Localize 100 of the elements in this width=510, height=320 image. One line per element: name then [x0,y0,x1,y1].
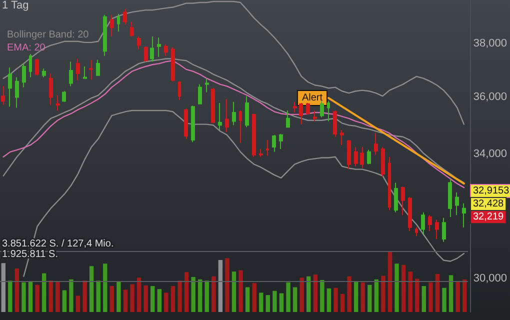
candlestick [401,186,405,216]
y-tick-label: 38,000 [473,37,508,50]
bar [381,276,386,312]
candlestick [56,94,60,112]
candlestick [178,80,181,100]
candlestick [89,59,93,80]
bar [144,285,148,312]
text: 32,9153 [473,186,510,196]
bar [110,286,114,312]
candlestick [340,130,344,146]
candlestick [286,110,290,128]
bar [164,292,168,312]
candlestick [245,96,249,128]
bar [218,260,223,312]
bar [435,274,440,312]
bar [14,268,20,312]
candlestick [252,113,256,158]
candlestick [367,149,371,165]
candlestick [408,196,412,232]
bar [252,283,256,312]
bar [266,295,270,312]
candlestick [455,192,459,216]
candlestick [218,102,222,131]
candlestick [259,148,263,158]
bar [150,286,155,312]
candlestick [164,44,168,56]
y-tick-label: 30,000 [473,272,508,284]
bar [157,289,162,312]
candlestick [272,134,276,152]
bar [225,258,230,312]
candlestick [130,21,134,37]
candlestick [8,67,12,108]
candlestick [205,78,209,93]
bar [300,278,304,312]
candlestick [96,59,100,76]
bar [62,290,67,312]
bar [360,282,365,312]
candlestick [137,36,141,50]
candlestick [42,68,46,78]
candlestick [123,8,127,26]
candlestick [374,132,378,156]
y-tick-label: 36,000 [473,91,508,104]
candlestick [360,146,364,169]
bar [8,280,12,312]
bar [448,275,454,312]
bar [401,264,406,312]
bar [462,279,467,312]
bar [306,276,311,312]
candlestick [76,58,80,81]
bar [320,280,324,312]
candlestick [347,140,351,170]
candlestick [313,110,317,122]
bar [259,292,264,312]
candlestick [462,202,466,228]
candlestick [1,86,5,106]
bar [89,266,94,312]
bar [136,278,142,312]
series-label: Bollinger Band: 20 [7,30,90,40]
bar [184,272,189,312]
candlestick [320,100,324,118]
bar [442,288,446,312]
bar [415,278,420,312]
text: 32,428 [473,198,504,210]
candlestick [225,98,229,133]
text: 32,219 [473,212,504,222]
bar [428,282,433,312]
series-label: Alert [302,92,323,104]
candlestick [69,61,73,87]
candlestick [117,13,120,32]
candlestick [435,219,439,240]
candlestick [299,102,303,125]
bar [347,276,352,312]
candlestick [49,72,53,106]
bar [313,274,318,312]
text: EMA: 20 [7,42,46,54]
candlestick [191,105,195,143]
bar [272,290,277,312]
bar [232,272,236,312]
y-tick-label: 34,000 [473,148,508,160]
bar [82,280,87,312]
bar [286,282,290,312]
candlestick [83,66,87,79]
candlestick [150,36,154,62]
bar [388,252,392,312]
candlestick [184,108,188,140]
bar [96,280,100,312]
candlestick [388,156,391,211]
candlestick [239,110,242,144]
candlestick [327,100,330,122]
bar [198,279,202,312]
bar [1,263,6,312]
bar [22,282,26,312]
candlestick [211,88,215,124]
candlestick [442,217,446,242]
candlestick [29,53,32,78]
bar [103,264,108,312]
bar [48,280,53,312]
bar [292,287,298,312]
bar [123,290,128,312]
candlestick [171,46,175,82]
